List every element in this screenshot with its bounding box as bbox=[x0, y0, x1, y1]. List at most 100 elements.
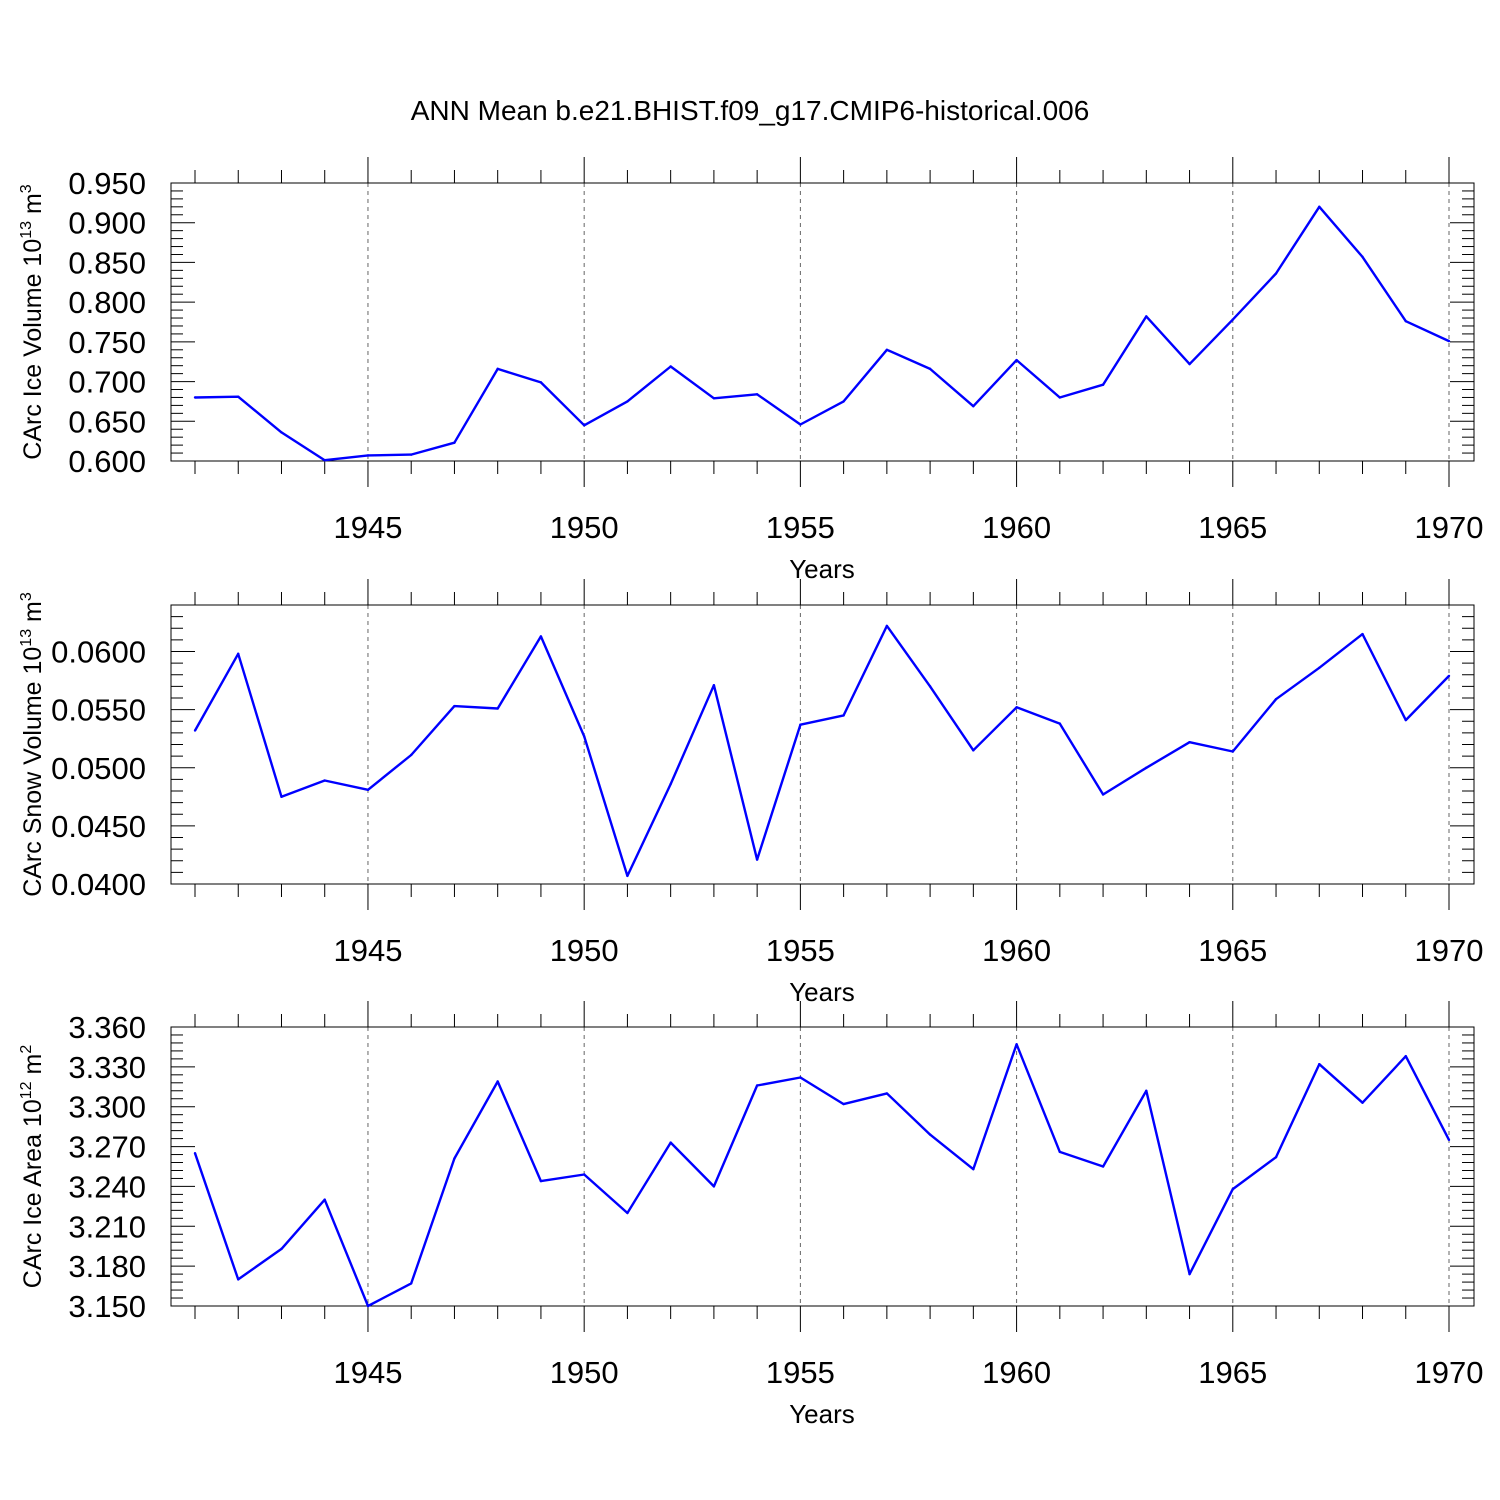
y-tick-label: 0.800 bbox=[68, 285, 146, 320]
data-point bbox=[1145, 315, 1148, 318]
data-point bbox=[885, 1092, 889, 1095]
data-point bbox=[193, 729, 197, 732]
data-point bbox=[1231, 750, 1234, 753]
y-tick-label: 0.750 bbox=[68, 325, 146, 360]
data-point bbox=[842, 1102, 845, 1106]
x-tick-label: 1965 bbox=[1198, 510, 1267, 545]
data-point bbox=[928, 685, 932, 688]
data-point bbox=[669, 782, 672, 786]
x-tick-label: 1945 bbox=[333, 933, 402, 968]
y-axis-label: CArc Snow Volume 1013 m3 bbox=[18, 592, 47, 897]
data-point bbox=[842, 400, 845, 403]
y-tick-label: 0.650 bbox=[68, 404, 146, 439]
data-point bbox=[1404, 1055, 1407, 1058]
y-tick-label: 3.300 bbox=[68, 1090, 146, 1125]
x-tick-label: 1955 bbox=[766, 510, 835, 545]
y-tick-label: 3.180 bbox=[68, 1249, 146, 1284]
panel-ice-volume: 1945 1950 1955 1960 1965 1970 Years 0.600 0.650 0… bbox=[18, 157, 1483, 584]
data-point bbox=[237, 1278, 240, 1281]
x-axis-label: Years bbox=[789, 1399, 855, 1429]
x-tick-label: 1965 bbox=[1198, 1355, 1267, 1390]
data-point bbox=[453, 441, 456, 444]
data-point bbox=[1318, 205, 1321, 209]
y-tick-label: 0.900 bbox=[68, 206, 146, 241]
y-tick-label: 0.950 bbox=[68, 166, 146, 201]
data-point bbox=[885, 348, 889, 351]
data-point bbox=[193, 1152, 197, 1155]
data-point bbox=[1015, 706, 1018, 709]
y-tick-label: 0.600 bbox=[68, 444, 146, 479]
data-point bbox=[1058, 722, 1062, 725]
y-tick-label: 3.240 bbox=[68, 1169, 146, 1204]
x-tick-label: 1950 bbox=[550, 1355, 619, 1390]
data-point bbox=[669, 365, 672, 368]
x-tick-label: 1960 bbox=[982, 510, 1051, 545]
y-axis-label: CArc Ice Volume 1013 m3 bbox=[18, 184, 47, 460]
panel-snow-volume: 1945 1950 1955 1960 1965 1970 Years 0.0400 0.045… bbox=[18, 579, 1483, 1007]
data-point bbox=[237, 652, 240, 656]
y-tick-label: 3.360 bbox=[68, 1010, 146, 1045]
data-point bbox=[885, 624, 889, 628]
y-tick-label: 0.0400 bbox=[51, 867, 146, 902]
data-point bbox=[1361, 632, 1364, 636]
data-point bbox=[1101, 383, 1105, 386]
data-point bbox=[1188, 1272, 1191, 1276]
data-point bbox=[755, 1084, 759, 1087]
data-point bbox=[366, 1304, 370, 1308]
data-point bbox=[626, 400, 629, 403]
data-point bbox=[193, 396, 197, 399]
data-point bbox=[928, 367, 932, 371]
data-point bbox=[1188, 362, 1191, 366]
data-point bbox=[626, 874, 629, 878]
x-tick-label: 1960 bbox=[982, 1355, 1051, 1390]
x-tick-label: 1950 bbox=[550, 933, 619, 968]
series-line-ice-volume bbox=[194, 205, 1450, 462]
data-point bbox=[280, 431, 283, 434]
data-point bbox=[712, 397, 716, 400]
y-tick-label: 3.270 bbox=[68, 1130, 146, 1165]
panel-ice-area: 1945 1950 1955 1960 1965 1970 Years 3.150 3.180 3… bbox=[18, 1001, 1483, 1429]
data-point bbox=[928, 1133, 932, 1136]
data-point bbox=[1101, 1165, 1105, 1168]
data-point bbox=[453, 704, 456, 708]
data-point bbox=[1361, 1101, 1364, 1104]
data-point bbox=[1145, 766, 1148, 769]
data-point bbox=[323, 779, 326, 782]
data-point bbox=[972, 404, 975, 408]
x-tick-label: 1945 bbox=[333, 510, 402, 545]
data-point bbox=[1188, 740, 1191, 744]
plot-frame bbox=[170, 182, 1475, 462]
data-point bbox=[453, 1157, 456, 1160]
data-point bbox=[280, 1247, 283, 1251]
y-tick-label: 3.330 bbox=[68, 1050, 146, 1085]
y-axis-label: CArc Ice Area 1012 m2 bbox=[18, 1045, 47, 1289]
data-point bbox=[799, 723, 802, 726]
x-axis-label: Years bbox=[789, 554, 855, 584]
data-point bbox=[366, 788, 370, 792]
data-point bbox=[755, 858, 759, 861]
data-point bbox=[626, 1211, 629, 1215]
x-tick-label: 1965 bbox=[1198, 933, 1267, 968]
data-point bbox=[669, 1141, 672, 1144]
data-point bbox=[1274, 1156, 1278, 1159]
data-point bbox=[410, 753, 413, 757]
data-point bbox=[799, 1076, 802, 1079]
data-point bbox=[712, 684, 716, 687]
data-point bbox=[1231, 1187, 1234, 1191]
data-point bbox=[496, 707, 499, 710]
data-point bbox=[582, 735, 586, 738]
data-point bbox=[1318, 1063, 1321, 1066]
data-point bbox=[366, 454, 370, 457]
data-point bbox=[410, 453, 413, 456]
x-tick-label: 1970 bbox=[1415, 933, 1484, 968]
data-point bbox=[1101, 793, 1105, 796]
series-line-ice-area bbox=[193, 1043, 1451, 1308]
x-tick-label: 1955 bbox=[766, 933, 835, 968]
data-point bbox=[1404, 718, 1407, 722]
y-tick-label: 0.0450 bbox=[51, 809, 146, 844]
y-tick-label: 3.150 bbox=[68, 1289, 146, 1324]
data-point bbox=[280, 795, 283, 799]
x-tick-label: 1950 bbox=[550, 510, 619, 545]
data-point bbox=[323, 1198, 326, 1201]
